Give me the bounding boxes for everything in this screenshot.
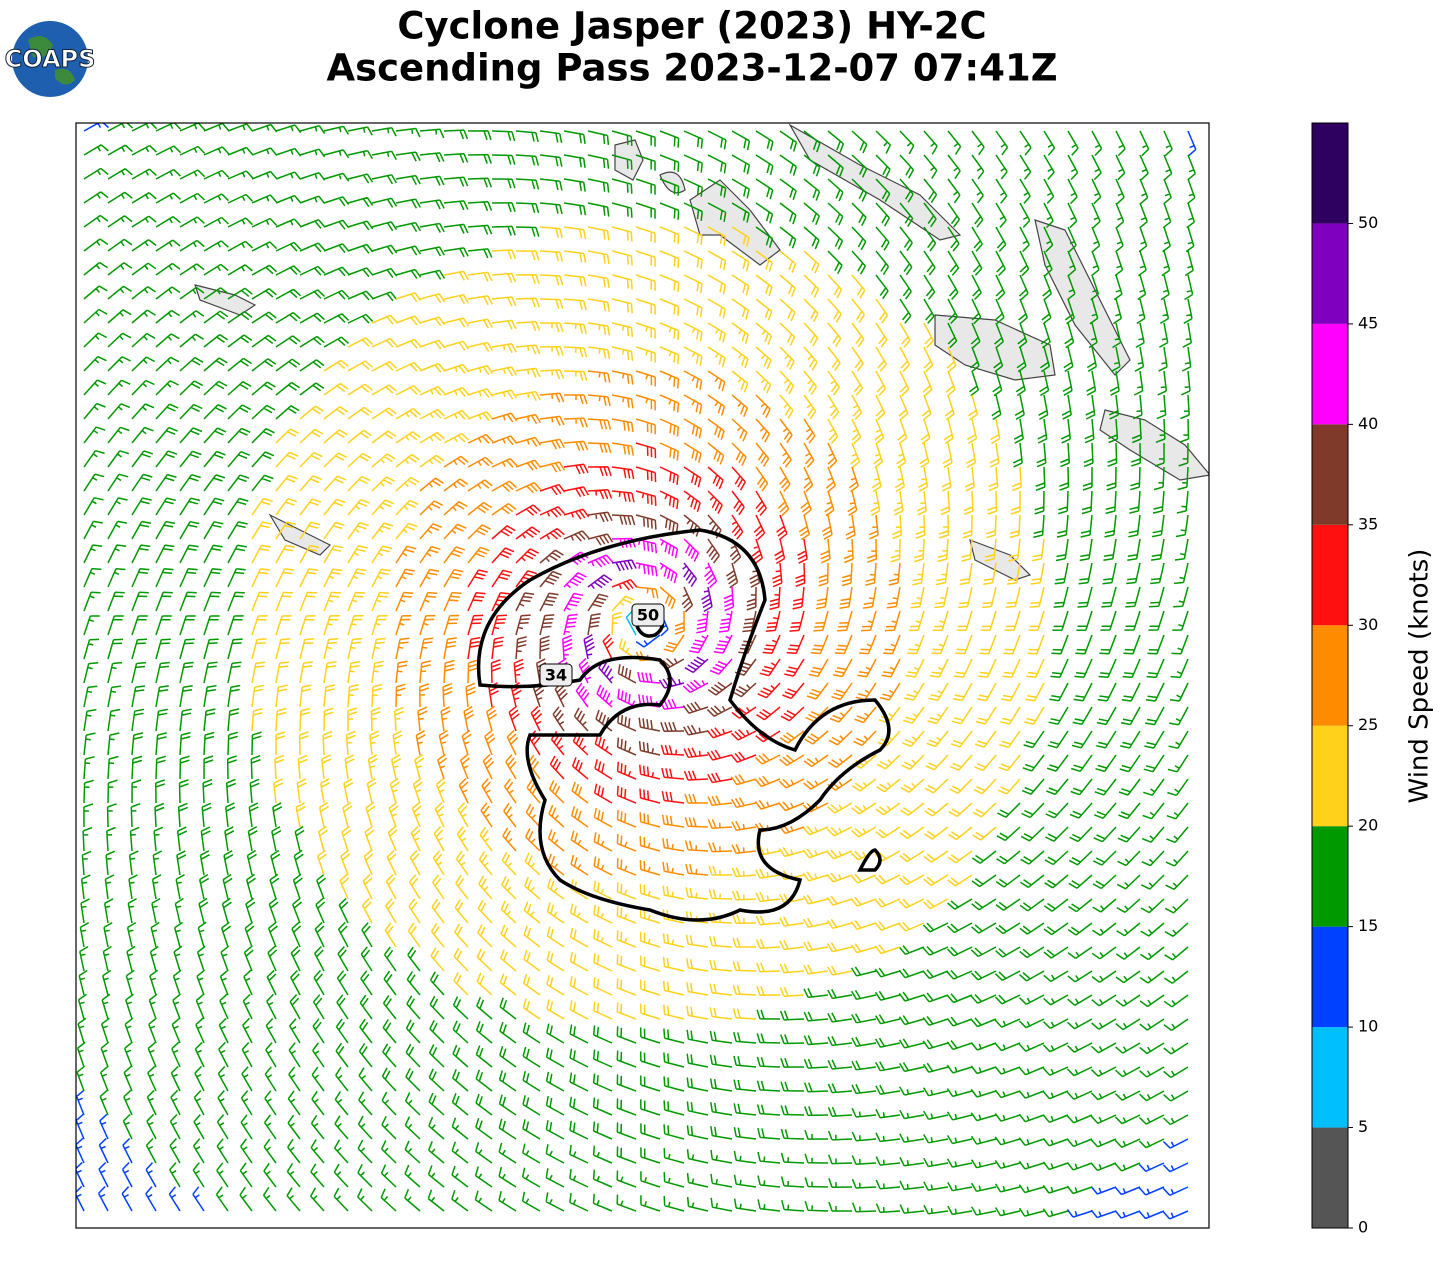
colorbar-label: Wind Speed (knots) [1405,549,1435,804]
colorbar-bin [1312,826,1348,927]
colorbar-tick-label: 50 [1358,213,1378,232]
colorbar-bin [1312,1127,1348,1228]
island [194,284,257,316]
logo-land [28,36,75,85]
logo-text: COAPS [5,45,96,73]
colorbar-bin [1312,524,1348,626]
land [194,123,1209,581]
colorbar-bin [1312,123,1348,224]
colorbar-bin [1312,1027,1348,1128]
colorbar-bin [1312,424,1348,525]
wind-barb-group [76,123,1197,1220]
colorbar-tick-label: 15 [1358,916,1378,935]
colorbar-tick-label: 0 [1358,1218,1368,1237]
colorbar-bin [1312,625,1348,726]
contour-label-box [539,663,573,687]
contour-34 [476,528,891,922]
colorbar-tick-label: 35 [1358,514,1378,533]
colorbar-tick-label: 5 [1358,1117,1368,1136]
colorbar-tick-label: 10 [1358,1017,1378,1036]
contour-label: 34 [545,666,567,685]
wind-barb-group [467,442,808,804]
colorbar-tick-label: 20 [1358,816,1378,835]
contour-label-box [631,603,665,627]
map-area: 34 50 [76,123,1209,1220]
island [689,179,781,266]
contour-label: 50 [637,606,659,625]
colorbar: 0 5 10 15 20 25 30 35 40 45 50 [1311,122,1378,1237]
wind-barb-group [557,537,735,710]
logo: COAPS [4,21,96,97]
island [788,123,962,241]
colorbar-bin [1312,926,1348,1028]
title-line: Cyclone Jasper (2023) HY-2C [397,5,986,48]
colorbar-bin [1312,725,1348,827]
colorbar-tick-label: 30 [1358,615,1378,634]
title-line: Ascending Pass 2023-12-07 07:41Z [326,47,1057,90]
colorbar-tick-label: 45 [1358,313,1378,332]
wind-barb-group [76,123,1196,1218]
island [969,539,1032,581]
island [659,171,686,194]
wind-barb-group [251,226,1045,1020]
island [1099,409,1209,481]
colorbar-bin [1312,223,1348,324]
wind-barbs [76,123,1197,1220]
contour-34 [857,848,882,872]
colorbar-tick-label: 25 [1358,715,1378,734]
island [934,314,1056,381]
wind-barb-group [395,370,901,876]
colorbar-tick-label: 40 [1358,414,1378,433]
wind-barb-group [515,511,761,756]
colorbar-frame [1311,122,1349,1229]
colorbar-bin [1312,323,1348,425]
map-frame [75,122,1210,1229]
